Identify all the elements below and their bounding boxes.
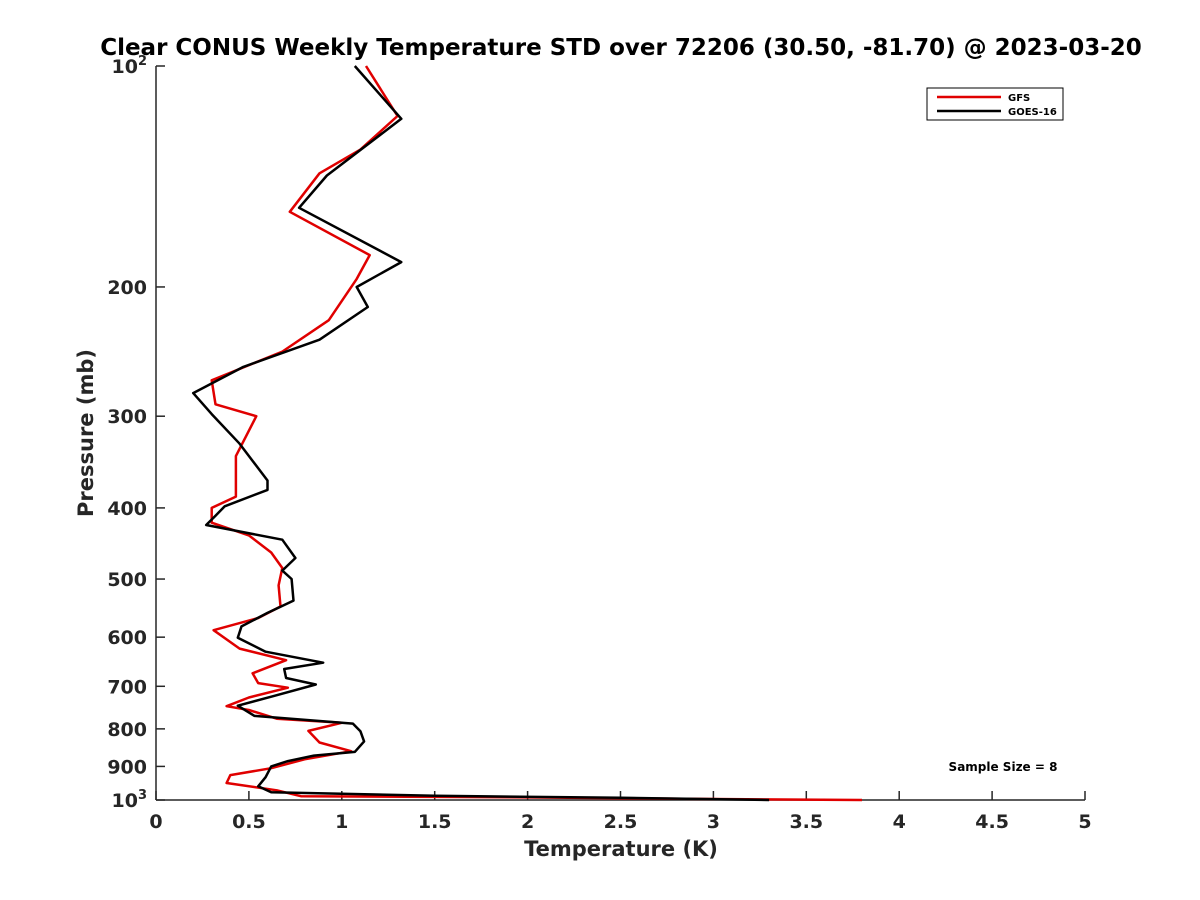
x-tick-label: 0 bbox=[149, 811, 162, 833]
series-line-goes-16 bbox=[191, 65, 770, 802]
y-axis-label: Pressure (mb) bbox=[74, 349, 98, 517]
y-tick-label: 600 bbox=[107, 627, 147, 649]
x-tick-label: 3 bbox=[707, 811, 720, 833]
x-tick-label: 0.5 bbox=[232, 811, 266, 833]
y-tick-label: 800 bbox=[107, 719, 147, 741]
y-tick-label: 700 bbox=[107, 676, 147, 698]
sample-size-annotation: Sample Size = 8 bbox=[949, 760, 1058, 774]
x-tick-label: 3.5 bbox=[789, 811, 823, 833]
y-tick-base: 10 bbox=[112, 790, 138, 812]
y-tick-label: 102 bbox=[112, 54, 148, 78]
y-tick-exponent: 3 bbox=[138, 788, 147, 803]
x-tick-label: 1 bbox=[335, 811, 348, 833]
legend-label: GFS bbox=[1008, 93, 1030, 104]
y-tick-label: 900 bbox=[107, 756, 147, 778]
series-line-gfs bbox=[210, 65, 863, 802]
legend-label: GOES-16 bbox=[1008, 107, 1057, 118]
y-tick-label: 200 bbox=[107, 277, 147, 299]
x-tick-label: 4.5 bbox=[975, 811, 1009, 833]
x-axis-ticks: 0 0.5 1 1.5 2 2.5 3 3.5 4 4.5 5 bbox=[149, 791, 1092, 833]
chart-title: Clear CONUS Weekly Temperature STD over … bbox=[100, 35, 1142, 61]
x-tick-label: 2 bbox=[521, 811, 534, 833]
y-tick-label: 400 bbox=[107, 498, 147, 520]
x-tick-label: 5 bbox=[1078, 811, 1091, 833]
x-tick-label: 1.5 bbox=[418, 811, 452, 833]
x-axis-label: Temperature (K) bbox=[524, 837, 718, 861]
y-tick-label: 103 bbox=[112, 788, 148, 812]
y-tick-label: 500 bbox=[107, 569, 147, 591]
legend-box bbox=[926, 87, 1064, 121]
y-tick-exponent: 2 bbox=[138, 54, 147, 69]
y-tick-label: 300 bbox=[107, 406, 147, 428]
y-tick-base: 10 bbox=[112, 56, 138, 78]
x-tick-label: 4 bbox=[893, 811, 906, 833]
series-lines bbox=[191, 65, 863, 802]
legend: GFS GOES-16 bbox=[926, 87, 1064, 121]
x-tick-label: 2.5 bbox=[604, 811, 638, 833]
